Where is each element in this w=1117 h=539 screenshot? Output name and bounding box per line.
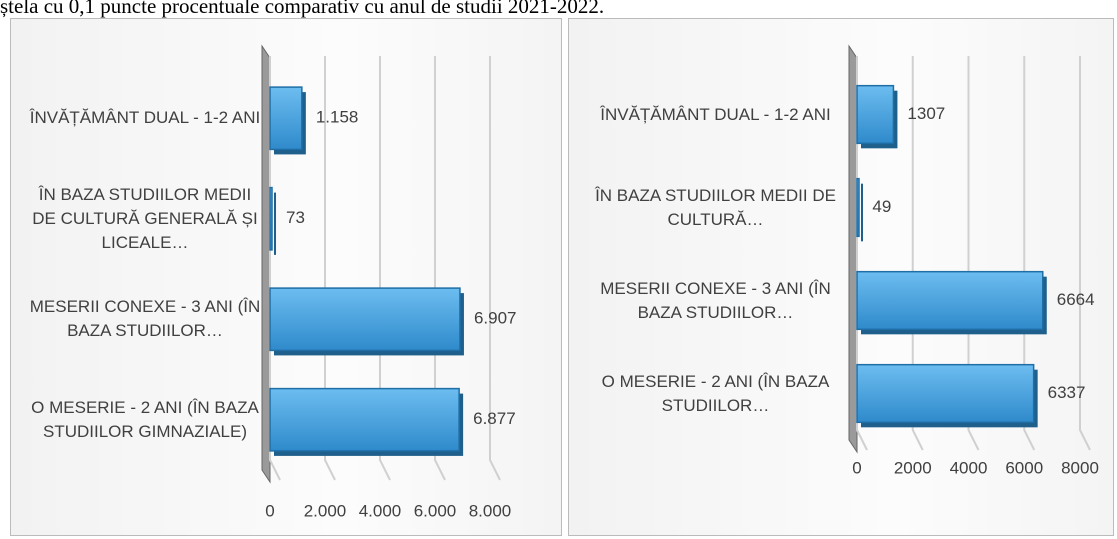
category-label: ÎNVĂȚĂMÂNT DUAL - 1-2 ANI — [600, 104, 831, 124]
grid-line — [1079, 56, 1091, 451]
value-label: 6664 — [1057, 290, 1095, 309]
value-label: 73 — [286, 208, 305, 227]
x-tick-label: 2000 — [894, 458, 932, 477]
grid-line — [1023, 56, 1036, 451]
bar — [269, 287, 461, 352]
bar — [269, 387, 460, 452]
grid-line — [434, 56, 446, 481]
x-tick-label: 4000 — [950, 458, 988, 477]
header-text: ștela cu 0,1 puncte procentuale comparat… — [0, 0, 605, 18]
grid-line — [967, 56, 980, 451]
value-label: 6337 — [1048, 383, 1086, 402]
bar-depth — [274, 192, 277, 255]
bar — [856, 177, 860, 238]
value-label: 6.877 — [473, 409, 516, 428]
grid-line — [489, 56, 501, 481]
category-label: O MESERIE - 2 ANI (ÎN BAZA STUDIILOR GIM… — [31, 397, 259, 441]
value-label: 1307 — [907, 104, 945, 123]
x-tick-label: 8000 — [1061, 458, 1099, 477]
category-label: ÎN BAZA STUDIILOR MEDII DE CULTURĂ GENER… — [32, 184, 258, 252]
value-label: 49 — [872, 197, 891, 216]
x-tick-label: 4.000 — [359, 501, 402, 520]
x-tick-label: 0 — [852, 458, 861, 477]
bar — [269, 186, 273, 251]
bar — [856, 270, 1044, 331]
x-tick-label: 0 — [265, 501, 274, 520]
category-label: O MESERIE - 2 ANI (ÎN BAZA STUDIILOR… — [601, 371, 830, 415]
x-tick-label: 6.000 — [414, 501, 457, 520]
bar — [269, 86, 303, 151]
grid-line — [379, 56, 391, 481]
bar-depth — [861, 183, 863, 242]
category-label: ÎNVĂȚĂMÂNT DUAL - 1-2 ANI — [29, 108, 261, 128]
x-tick-label: 2.000 — [304, 501, 347, 520]
bar — [856, 363, 1035, 424]
value-label: 6.907 — [474, 309, 517, 328]
x-tick-label: 6000 — [1005, 458, 1043, 477]
category-label: MESERII CONEXE - 3 ANI (ÎN BAZA STUDIILO… — [29, 297, 261, 341]
x-tick-label: 8.000 — [469, 501, 512, 520]
category-label: ÎN BAZA STUDIILOR MEDII DE CULTURĂ… — [595, 185, 836, 229]
value-label: 1.158 — [316, 108, 359, 127]
bar — [856, 84, 895, 145]
grid-line — [911, 56, 924, 451]
grid-line — [324, 56, 336, 481]
axis-wall — [848, 44, 858, 454]
axis-wall — [261, 44, 271, 484]
category-label: MESERII CONEXE - 3 ANI (ÎN BAZA STUDIILO… — [600, 278, 831, 322]
